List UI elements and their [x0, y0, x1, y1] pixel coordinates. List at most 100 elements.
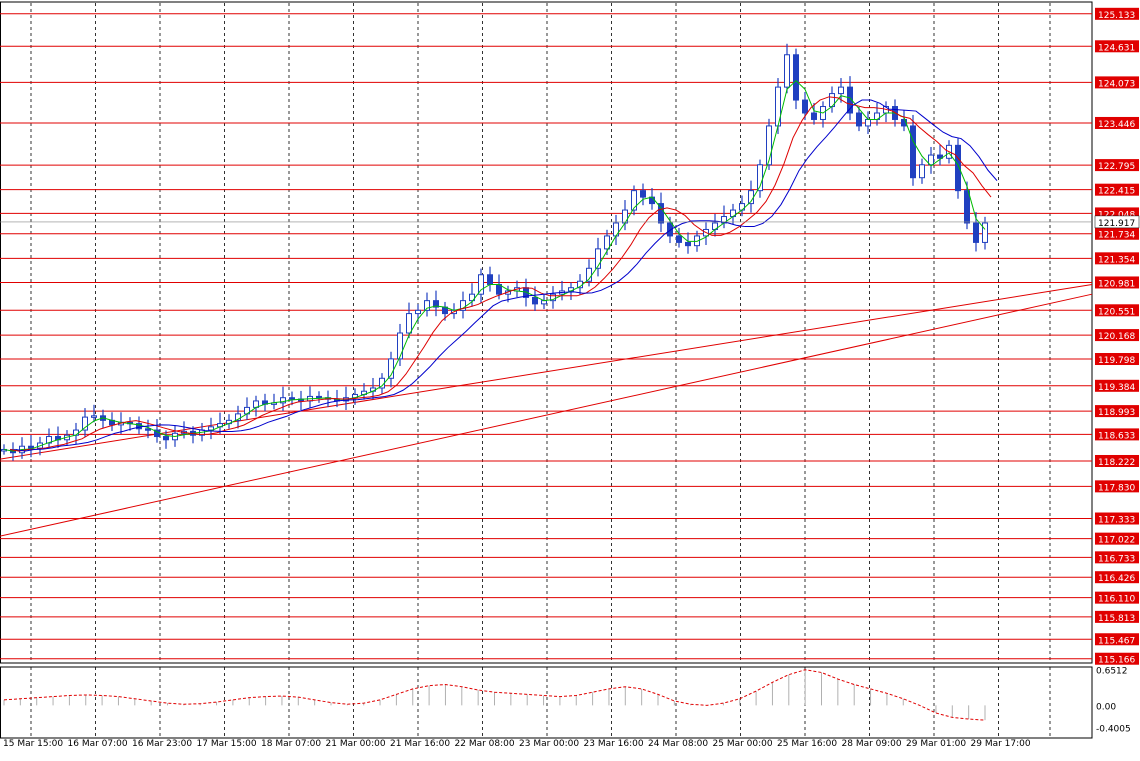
level-label-bg — [1095, 652, 1139, 665]
candle-body — [928, 154, 934, 166]
candle-body — [856, 112, 862, 127]
level-label-bg — [1095, 512, 1139, 525]
level-label: 115.166 — [1098, 656, 1135, 666]
x-tick-label: 23 Mar 16:00 — [584, 739, 644, 749]
level-label-bg — [1095, 480, 1139, 493]
level-label: 117.022 — [1098, 536, 1135, 546]
candle-body — [415, 309, 421, 315]
level-label-bg — [1095, 591, 1139, 604]
price-axis: 125.133 124.631 124.073 123.446 122.795 122.4… — [1095, 7, 1139, 666]
level-label: 117.333 — [1098, 516, 1135, 526]
level-label-bg — [1095, 551, 1139, 564]
candle-body — [910, 125, 916, 179]
x-tick-label: 16 Mar 23:00 — [132, 739, 192, 749]
candle-body — [640, 190, 646, 198]
level-label-bg — [1095, 227, 1139, 240]
level-label-bg — [1095, 183, 1139, 196]
moving-average-line — [9, 96, 992, 452]
level-label-bg — [1095, 252, 1139, 265]
candle-body — [280, 397, 286, 404]
candle-body — [955, 144, 961, 192]
oscillator-signal-line — [3, 669, 986, 721]
current-price-bg — [1094, 215, 1140, 229]
candle-body — [865, 118, 871, 127]
candle-body — [739, 203, 745, 211]
candle-body — [964, 190, 970, 224]
candle-body — [28, 445, 34, 449]
candle-body — [532, 296, 538, 305]
candle-body — [685, 241, 691, 247]
candle-body — [667, 222, 673, 237]
level-label: 119.384 — [1098, 383, 1135, 393]
candle-body — [631, 190, 637, 211]
x-tick-label: 29 Mar 17:00 — [971, 739, 1031, 749]
moving-average-line — [15, 99, 998, 452]
candle-body — [487, 274, 493, 285]
oscillator-tick-label: 0.00 — [1096, 702, 1116, 712]
candle-body — [289, 397, 295, 400]
level-label-bg — [1095, 116, 1139, 129]
oscillator-panel-frame — [0, 666, 1093, 739]
level-label-bg — [1095, 159, 1139, 172]
level-label: 115.467 — [1098, 636, 1135, 646]
x-tick-label: 18 Mar 07:00 — [261, 739, 321, 749]
level-label: 125.133 — [1098, 11, 1135, 21]
candle-body — [460, 300, 466, 311]
x-tick-label: 28 Mar 09:00 — [842, 739, 902, 749]
oscillator-tick-label: 0.6512 — [1096, 667, 1128, 677]
current-price-label: 121.917 — [1098, 219, 1135, 229]
candle-body — [82, 416, 88, 431]
level-label-bg — [1095, 610, 1139, 623]
level-label-bg — [1095, 633, 1139, 646]
candle-body — [478, 274, 484, 295]
level-label-bg — [1095, 379, 1139, 392]
x-tick-label: 22 Mar 08:00 — [455, 739, 515, 749]
candle-body — [658, 203, 664, 224]
level-label: 122.415 — [1098, 187, 1135, 197]
candle-body — [766, 125, 772, 166]
candle-body — [145, 428, 151, 431]
candles — [1, 43, 988, 461]
level-label-bg — [1095, 571, 1139, 584]
x-tick-label: 15 Mar 15:00 — [3, 739, 63, 749]
candle-body — [406, 313, 412, 334]
candle-body — [208, 426, 214, 431]
candle-body — [802, 99, 808, 114]
oscillator-tick-label: -0.4005 — [1096, 724, 1131, 734]
candle-body — [163, 436, 169, 441]
x-tick-label: 24 Mar 08:00 — [648, 739, 708, 749]
level-label: 119.798 — [1098, 356, 1135, 366]
level-label-bg — [1095, 428, 1139, 441]
candle-body — [937, 154, 943, 159]
candle-body — [811, 112, 817, 120]
moving-average-line — [3, 79, 986, 452]
candle-body — [838, 86, 844, 95]
candle-body — [91, 415, 97, 418]
x-tick-label: 16 Mar 07:00 — [68, 739, 128, 749]
candle-body — [847, 86, 853, 114]
main-panel-frame — [0, 1, 1093, 664]
candle-body — [676, 235, 682, 243]
candle-body — [235, 413, 241, 421]
level-label-bg — [1095, 40, 1139, 53]
level-label-bg — [1095, 353, 1139, 366]
level-label: 124.631 — [1098, 43, 1135, 53]
x-tick-label: 25 Mar 00:00 — [713, 739, 773, 749]
level-label: 116.110 — [1098, 595, 1135, 605]
candle-body — [919, 164, 925, 179]
x-tick-label: 21 Mar 16:00 — [390, 739, 450, 749]
level-label: 120.981 — [1098, 279, 1135, 289]
level-label-bg — [1095, 532, 1139, 545]
candle-body — [388, 358, 394, 379]
candle-body — [469, 293, 475, 302]
level-label-bg — [1095, 454, 1139, 467]
level-label: 120.551 — [1098, 307, 1135, 317]
candle-body — [316, 395, 322, 399]
level-label: 118.993 — [1098, 408, 1135, 418]
x-tick-label: 25 Mar 16:00 — [777, 739, 837, 749]
x-tick-label: 17 Mar 15:00 — [197, 739, 257, 749]
level-label: 121.354 — [1098, 255, 1135, 265]
level-label: 122.795 — [1098, 162, 1135, 172]
